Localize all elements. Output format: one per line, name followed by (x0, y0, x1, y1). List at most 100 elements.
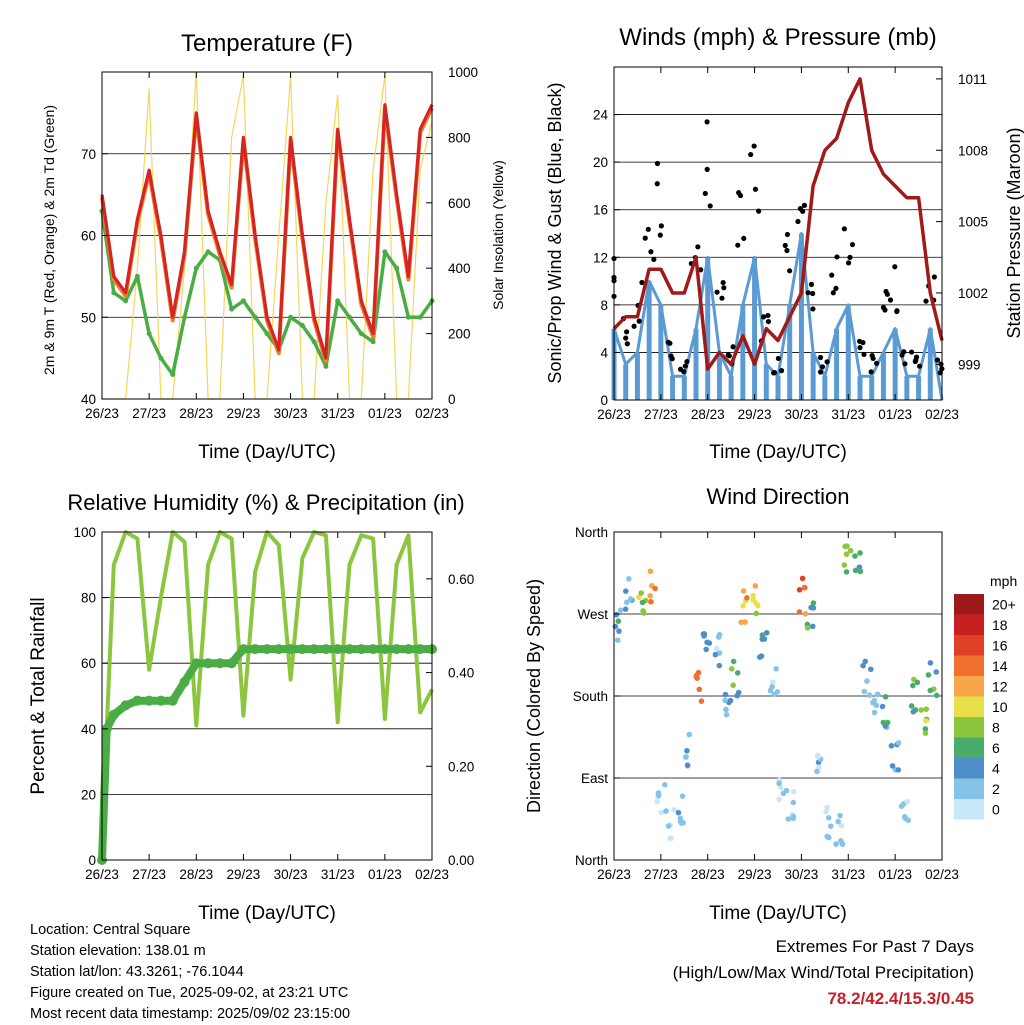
precip-point (108, 709, 119, 720)
gust-point (916, 363, 923, 369)
gust-point (704, 119, 710, 125)
direction-point (810, 600, 817, 606)
direction-point (852, 553, 858, 559)
direction-point (847, 547, 854, 554)
dewpoint-point (229, 306, 235, 312)
precip-point (132, 695, 143, 706)
gust-point (654, 160, 661, 167)
direction-point (895, 767, 902, 773)
direction-point (683, 754, 689, 760)
direction-point (838, 822, 845, 829)
precip-point (285, 644, 296, 655)
precip-point (226, 658, 237, 669)
direction-xtick-label: 27/23 (644, 867, 678, 882)
direction-point (810, 605, 817, 611)
precip-point (403, 644, 414, 655)
speed-legend-swatch (954, 778, 984, 799)
direction-point (636, 594, 642, 601)
speed-legend-label: 16 (992, 637, 1008, 653)
humidity-ylabel-left: Percent & Total Rainfall (28, 597, 49, 794)
humidity-ytick-label: 0 (88, 853, 96, 868)
winds-ytick-label: 24 (593, 108, 609, 123)
speed-legend-swatch (954, 594, 984, 615)
dewpoint-point (382, 249, 388, 255)
extremes-subheading: (High/Low/Max Wind/Total Precipitation) (672, 963, 974, 982)
speed-legend-label: 0 (992, 801, 1000, 817)
gust-point (849, 241, 856, 248)
gust-point (771, 370, 777, 376)
direction-ytick-label: North (575, 525, 608, 540)
direction-point (796, 587, 803, 593)
gust-point (707, 203, 713, 209)
direction-point (835, 818, 841, 825)
gust-point (931, 274, 937, 280)
winds-y2tick-label: 1008 (958, 143, 988, 158)
humidity-title: Relative Humidity (%) & Precipitation (i… (67, 490, 464, 515)
humidity-xtick-label: 31/23 (321, 867, 355, 882)
station-elevation: Station elevation: 138.01 m (30, 943, 206, 959)
extremes-summary: Extremes For Past 7 Days (High/Low/Max W… (673, 934, 974, 1012)
direction-point (647, 593, 653, 599)
direction-point (622, 588, 629, 594)
temperature-ylabel-right: Solar Insolation (Yellow) (490, 160, 506, 310)
precip-point (320, 644, 331, 655)
pressure-line (612, 77, 944, 371)
precip-point (214, 658, 225, 669)
direction-point (763, 629, 770, 636)
temperature-xtick-label: 27/23 (132, 406, 166, 421)
direction-point (723, 711, 730, 718)
direction-point (908, 703, 915, 709)
direction-point (839, 841, 846, 847)
direction-point (825, 815, 832, 821)
direction-point (922, 726, 929, 732)
gust-point (721, 285, 727, 291)
direction-point (867, 666, 874, 673)
wind-line (612, 232, 944, 401)
gust-point (736, 190, 742, 196)
precip-point (120, 700, 131, 711)
direction-point (791, 788, 797, 795)
direction-point (889, 763, 896, 769)
direction-point (785, 816, 792, 822)
direction-xtick-label: 30/23 (785, 867, 819, 882)
extremes-values: 78.2/42.4/15.3/0.45 (827, 989, 974, 1008)
station-latlon: Station lat/lon: 43.3261; -76.1044 (30, 964, 244, 980)
dewpoint-point (123, 298, 129, 304)
dewpoint-point (240, 298, 246, 304)
winds-xtick-label: 27/23 (644, 407, 678, 422)
humidity-xtick-label: 26/23 (85, 867, 119, 882)
direction-point (790, 813, 797, 820)
gust-point (868, 369, 874, 375)
direction-point (658, 809, 664, 816)
dewpoint-point (370, 339, 376, 345)
winds-y2tick-label: 1011 (958, 72, 987, 87)
winds-xtick-label: 31/23 (831, 407, 865, 422)
temperature-axes: 40 50 60 70 0 200 400 600 800 1000 26/23 27/23 28/23… (81, 65, 478, 421)
rh-line (100, 530, 434, 795)
dewpoint-point (323, 363, 329, 369)
direction-point (826, 834, 832, 841)
direction-title: Wind Direction (706, 484, 849, 509)
direction-point (923, 717, 929, 724)
humidity-ytick-label: 20 (81, 787, 96, 802)
direction-point (665, 823, 672, 829)
dewpoint-point (417, 314, 423, 320)
direction-point (902, 815, 909, 822)
gust-point (902, 361, 908, 367)
temperature-ytick-label: 50 (81, 310, 96, 325)
winds-ytick-label: 0 (600, 393, 608, 408)
gust-point (847, 254, 853, 260)
humidity-y2tick-label: 0.00 (448, 853, 474, 868)
direction-point (842, 543, 848, 550)
gust-point (834, 254, 840, 260)
humidity-xtick-label: 27/23 (132, 867, 166, 882)
precip-point (297, 644, 308, 655)
direction-point (753, 610, 760, 617)
gust-point (778, 368, 785, 374)
direction-point (655, 790, 662, 796)
dewpoint-point (146, 331, 152, 337)
precip-point (309, 644, 320, 655)
gust-point (810, 306, 816, 312)
direction-point (888, 742, 895, 749)
